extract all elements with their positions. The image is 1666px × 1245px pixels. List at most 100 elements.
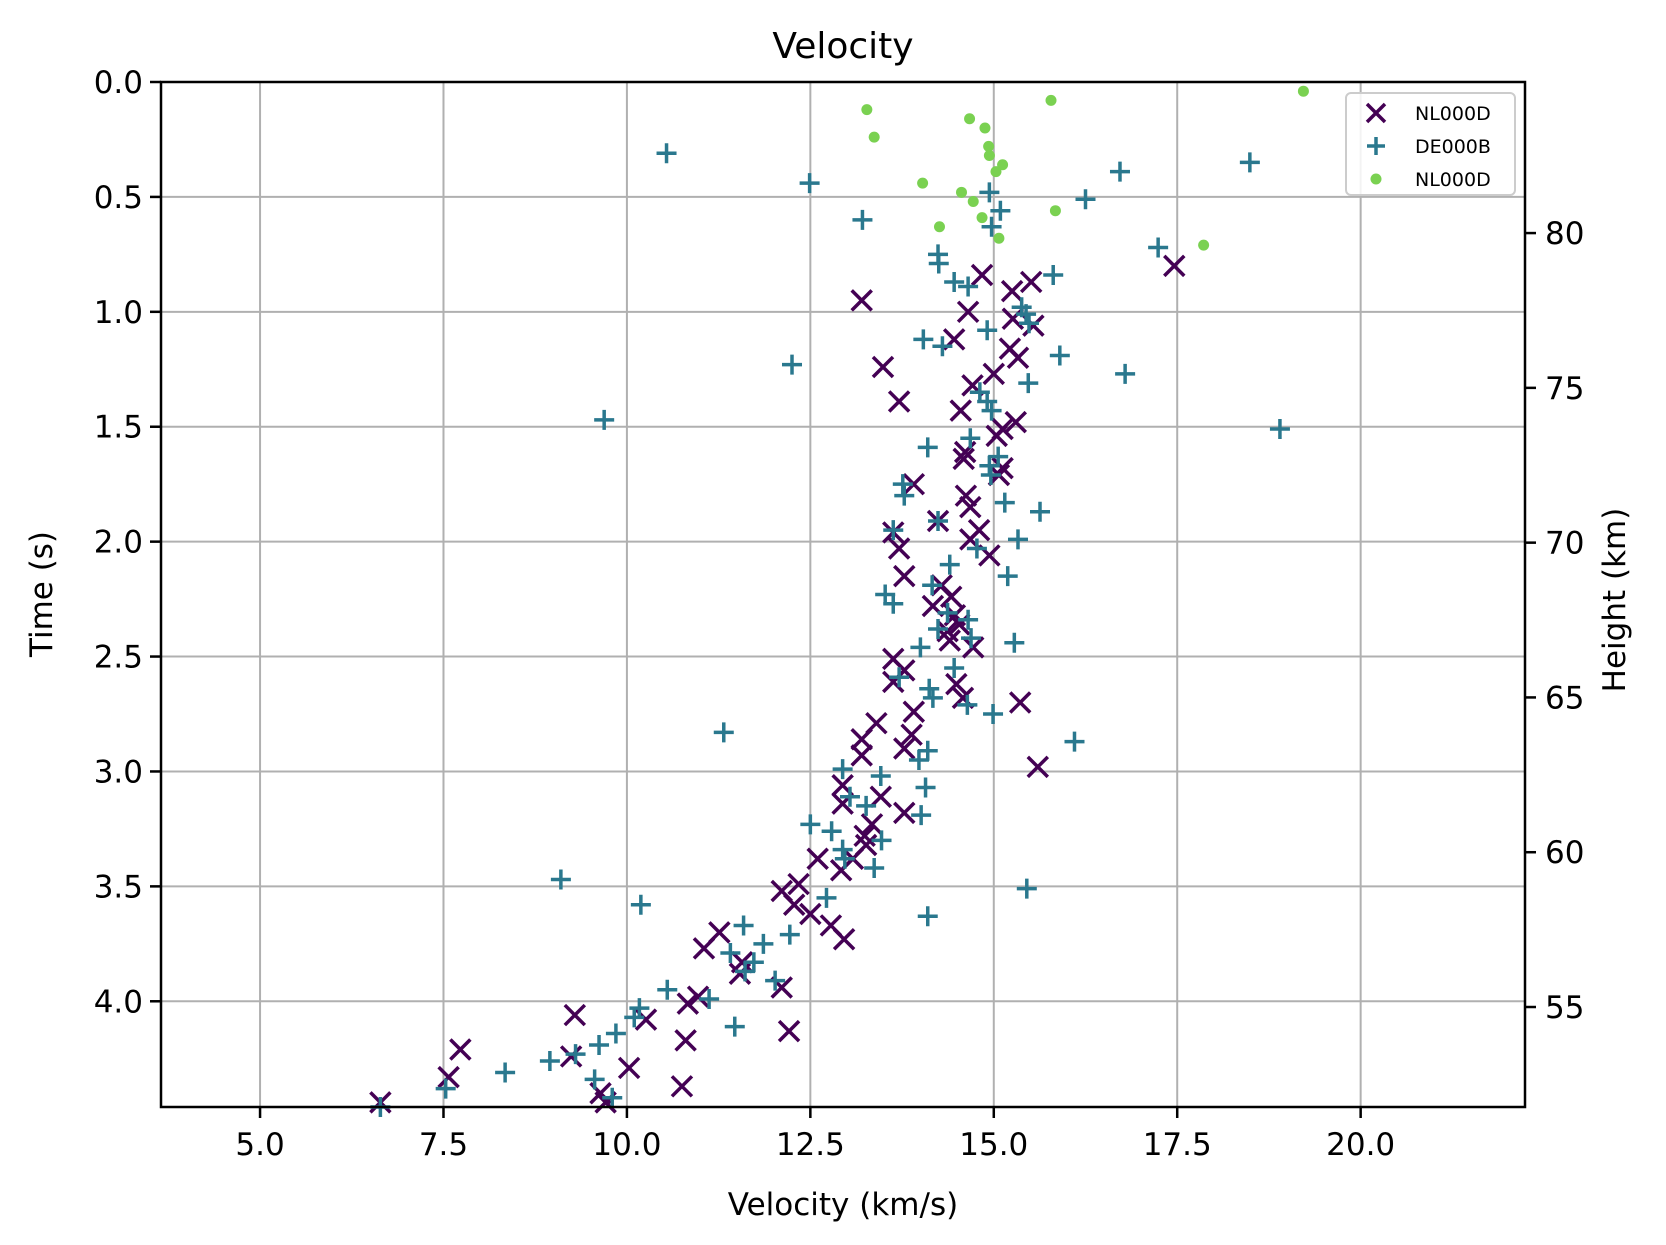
- grid-lines: [161, 81, 1525, 1107]
- plus-marker: [733, 915, 754, 936]
- x-marker: [1019, 270, 1043, 294]
- data-point: [976, 212, 988, 224]
- data-point: [977, 391, 998, 412]
- data-point: [800, 814, 821, 835]
- plus-marker: [980, 464, 1001, 485]
- x-marker: [670, 1075, 694, 1098]
- data-point: [563, 1003, 587, 1027]
- x-tick-label: 15.0: [959, 1127, 1028, 1163]
- plus-marker: [630, 894, 651, 915]
- data-point: [887, 390, 911, 413]
- data-point: [939, 585, 963, 609]
- data-point: [915, 777, 936, 798]
- plus-marker: [550, 869, 571, 890]
- plus-marker: [657, 979, 678, 1000]
- plus-marker: [979, 182, 1000, 203]
- x-marker: [1008, 691, 1032, 714]
- data-point: [850, 728, 873, 751]
- plus-marker: [917, 906, 938, 927]
- data-point: [1006, 346, 1030, 370]
- data-point: [997, 159, 1009, 171]
- data-point: [944, 271, 965, 292]
- data-point: [860, 813, 884, 836]
- data-point: [990, 166, 1002, 178]
- data-point: [1239, 152, 1260, 173]
- plus-marker: [1016, 878, 1037, 899]
- data-point: [900, 723, 923, 746]
- data-point: [782, 354, 803, 375]
- plus-marker: [889, 667, 910, 688]
- data-point: [889, 667, 910, 688]
- data-point: [908, 749, 929, 770]
- data-point: [1016, 878, 1037, 899]
- plus-marker: [832, 839, 853, 860]
- x-tick-label: 5.0: [235, 1127, 284, 1163]
- plus-marker: [699, 988, 720, 1009]
- legend: NL000D DE000B NL000D: [1345, 92, 1516, 196]
- x-marker: [692, 937, 716, 960]
- data-point: [1045, 94, 1057, 106]
- data-point: [983, 140, 995, 152]
- plus-marker: [1075, 189, 1096, 210]
- data-point: [1030, 501, 1051, 522]
- x-tick-label: 20.0: [1326, 1127, 1395, 1163]
- plus-marker: [883, 593, 904, 614]
- y2-tick-label: 70: [1545, 526, 1584, 562]
- data-point: [617, 1056, 641, 1080]
- x-marker: [939, 585, 963, 609]
- data-point: [1115, 363, 1136, 384]
- x-tick-label: 17.5: [1143, 1127, 1212, 1163]
- data-point: [584, 1069, 605, 1090]
- plus-marker: [919, 678, 940, 699]
- data-point: [753, 933, 774, 954]
- plus-marker: [917, 437, 938, 458]
- x-marker: [860, 813, 884, 836]
- x-marker: [777, 1019, 801, 1043]
- x-marker: [686, 985, 710, 1008]
- plus-marker: [922, 575, 943, 596]
- plus-marker: [864, 857, 885, 878]
- x-marker: [437, 1065, 460, 1089]
- data-point: [983, 150, 995, 162]
- legend-label: DE000B: [1415, 136, 1491, 158]
- x-tick-label: 7.5: [419, 1127, 468, 1163]
- data-point: [832, 759, 853, 780]
- plus-marker: [871, 830, 892, 851]
- plus-marker: [1016, 304, 1037, 325]
- x-marker: [674, 1029, 697, 1052]
- data-point: [917, 177, 929, 189]
- y-tick-label: 3.5: [94, 869, 143, 905]
- data-point: [939, 554, 960, 575]
- data-point: [982, 362, 1006, 386]
- data-point: [990, 200, 1011, 221]
- data-point: [980, 464, 1001, 485]
- plus-marker: [988, 446, 1009, 467]
- y-tick-label: 4.0: [94, 984, 143, 1020]
- plus-marker: [495, 1062, 516, 1083]
- y2-tick-label: 75: [1545, 371, 1584, 407]
- x-marker: [961, 636, 985, 659]
- plus-marker: [839, 786, 860, 807]
- plus-marker: [1064, 731, 1085, 752]
- data-point: [1019, 270, 1043, 294]
- plus-marker: [961, 628, 982, 649]
- plus-marker: [915, 777, 936, 798]
- data-point: [816, 887, 837, 908]
- plus-marker: [656, 143, 677, 164]
- data-point: [1148, 237, 1169, 258]
- plus-marker: [779, 924, 800, 945]
- x-marker: [887, 537, 911, 560]
- data-point: [1000, 279, 1024, 303]
- plus-marker: [832, 759, 853, 780]
- y-tick-label: 2.0: [94, 525, 143, 561]
- data-point: [954, 484, 978, 507]
- plus-marker: [1019, 313, 1039, 334]
- plus-marker: [720, 943, 741, 964]
- data-point: [624, 1007, 645, 1028]
- data-point: [839, 786, 860, 807]
- data-point: [1008, 691, 1032, 714]
- x-marker: [949, 399, 973, 422]
- data-point: [743, 952, 764, 973]
- plus-marker: [821, 821, 842, 842]
